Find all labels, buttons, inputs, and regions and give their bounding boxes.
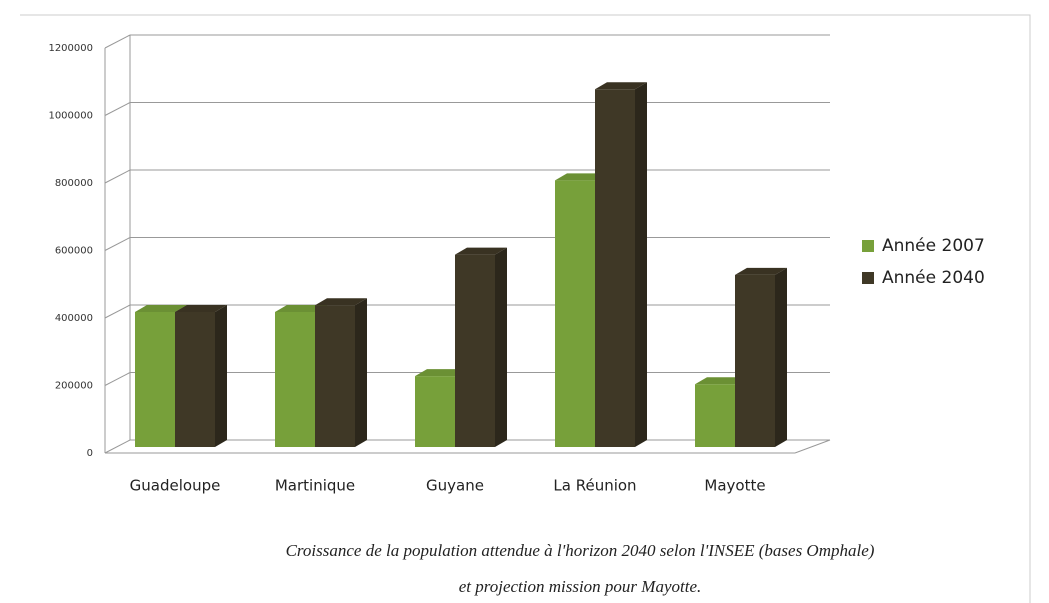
x-tick-label: Guadeloupe [130,477,221,495]
y-tick-label: 0 [87,448,93,459]
bar-top [555,173,607,181]
bar-top [275,305,327,312]
bar [315,305,355,447]
bar [135,312,175,447]
bar-top [455,247,507,255]
legend-label: Année 2007 [882,236,985,256]
bar [455,254,495,447]
x-tick-label: La Réunion [553,477,636,495]
legend-swatch [862,240,874,252]
y-tick-label: 800000 [55,178,93,189]
x-tick-label: Mayotte [704,477,765,495]
bar [735,274,775,447]
y-tick-label: 200000 [55,381,93,392]
legend-label: Année 2040 [882,268,985,288]
y-tick-label: 400000 [55,313,93,324]
bar [595,89,635,447]
grid-line [104,237,131,251]
y-tick-label: 1000000 [48,111,93,122]
caption: Croissance de la population attendue à l… [286,541,875,560]
legend-swatch [862,272,874,284]
bar-top [695,377,747,385]
floor-edge [794,439,831,454]
bar-top [735,267,787,275]
bar-top [415,369,467,377]
bar-side [635,82,647,447]
frame [20,14,1031,603]
bar-side [215,305,227,447]
bar-side [355,298,367,447]
grid-line [104,372,131,386]
bar-side [495,247,507,447]
bar [175,312,215,447]
grid-line [104,102,131,116]
grid-line [104,304,131,319]
y-tick-label: 1200000 [48,43,93,54]
bar-top [175,305,227,312]
grid-line [104,169,131,184]
bar [555,180,595,447]
grid-line [104,439,131,454]
bar-top [315,298,367,306]
bar-side [775,267,787,447]
grid-line [104,34,131,49]
bar-top [135,305,187,312]
caption: et projection mission pour Mayotte. [459,577,702,596]
bar [275,312,315,447]
bar [415,376,455,447]
x-tick-label: Martinique [275,477,355,495]
y-tick-label: 600000 [55,246,93,257]
x-tick-label: Guyane [426,477,484,495]
bar-top [595,82,647,90]
bar [695,384,735,447]
